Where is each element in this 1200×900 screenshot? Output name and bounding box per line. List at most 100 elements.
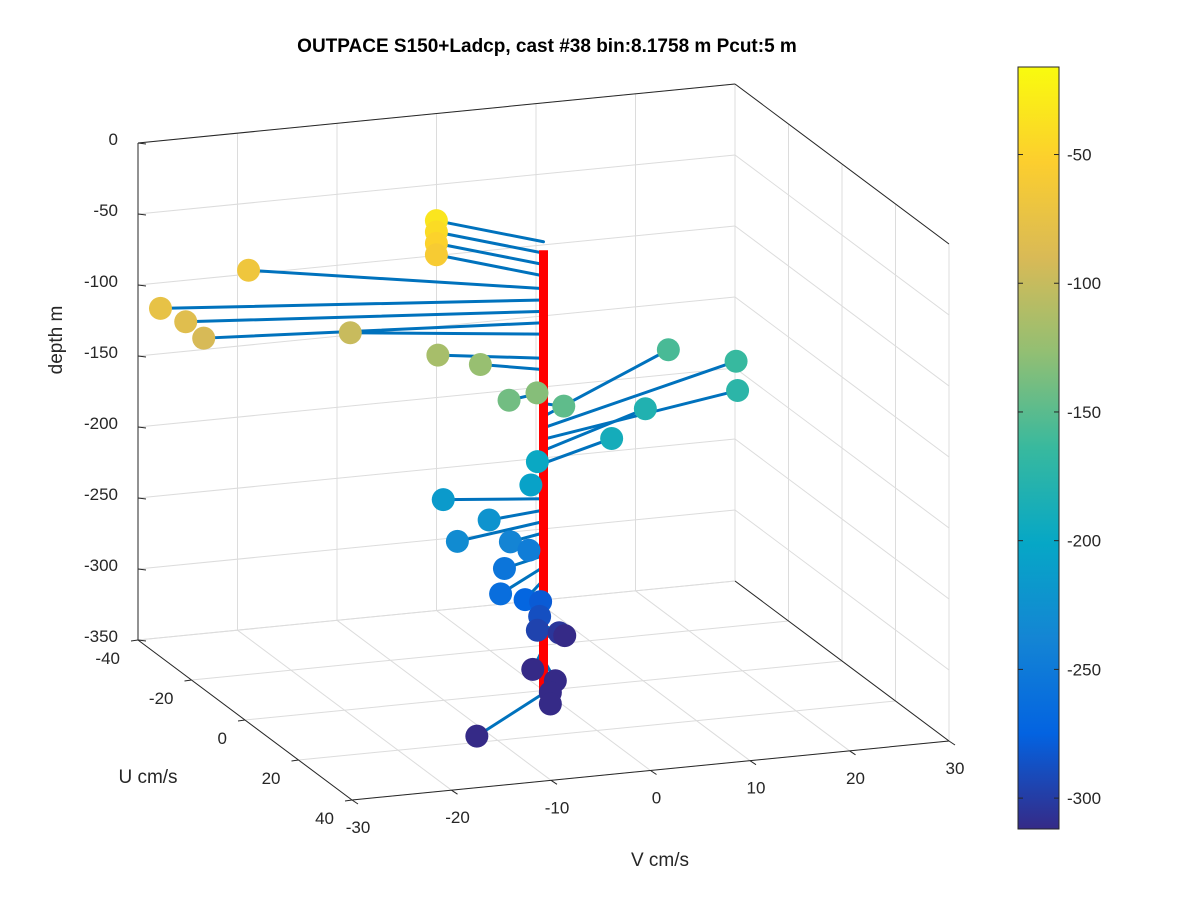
z-tick-label: -300 [84, 556, 118, 575]
colorbar-tick-label: -250 [1067, 660, 1101, 679]
data-point [525, 450, 549, 474]
data-point [724, 349, 748, 373]
colorbar-tick-label: -50 [1067, 146, 1092, 165]
y-tick-mark [130, 639, 139, 642]
velocity-vector [158, 298, 545, 310]
z-tick-mark [137, 355, 147, 358]
x-tick-mark [351, 799, 359, 805]
z-tick-label: -250 [84, 485, 118, 504]
y-tick-mark [291, 759, 299, 762]
data-point [497, 388, 521, 412]
colorbar-ticks: -50 -100 -150 -200 -250 -300 [1018, 146, 1101, 808]
z-tick-label: -100 [84, 272, 118, 291]
data-point [489, 582, 513, 606]
chart-title: OUTPACE S150+Ladcp, cast #38 bin:8.1758 … [297, 36, 797, 57]
velocity-vector [455, 520, 545, 543]
x-tick-label: 10 [747, 779, 766, 798]
colorbar-tick-label: -200 [1067, 532, 1101, 551]
data-point [519, 473, 543, 497]
x-tick-label: 20 [846, 769, 865, 788]
velocity-vector [441, 497, 545, 502]
colorbar-gradient [1017, 66, 1060, 830]
data-point [192, 326, 216, 350]
grid-line [137, 438, 736, 499]
velocity-vector [202, 321, 545, 340]
data-point [521, 657, 545, 681]
z-tick-mark [137, 568, 147, 571]
data-point [465, 724, 489, 748]
data-point [468, 352, 492, 376]
grid-line [734, 225, 950, 387]
z-tick-label: -200 [84, 414, 118, 433]
data-point [525, 381, 549, 405]
data-point [600, 426, 624, 450]
data-point [237, 258, 261, 282]
data-point [525, 618, 549, 642]
data-point [517, 538, 541, 562]
y-tick-mark [237, 719, 246, 722]
grid-line [734, 509, 950, 671]
box-edge [734, 580, 950, 742]
data-point [553, 624, 577, 648]
grid-line [298, 700, 896, 761]
data-point [538, 692, 562, 716]
x-tick-mark [948, 740, 956, 746]
x-tick-label: 30 [946, 759, 965, 778]
velocity-vector [434, 241, 545, 266]
y-tick-label: -20 [149, 689, 174, 708]
grid-line [137, 154, 736, 215]
y-tick-mark [184, 679, 192, 682]
tick-labels: -30-20-100102030-40-20020400-50-100-150-… [84, 130, 964, 837]
z-tick-label: -350 [84, 627, 118, 646]
z-tick-mark [137, 639, 147, 642]
x-tick-label: 0 [652, 789, 661, 808]
y-tick-label: -40 [95, 649, 120, 668]
z-axis-label: depth m [46, 306, 67, 375]
grid-line [734, 438, 950, 600]
x-tick-mark [650, 770, 657, 775]
y-tick-label: 0 [218, 729, 227, 748]
data-point [726, 379, 750, 403]
data-point [338, 321, 362, 345]
x-tick-mark [849, 750, 856, 756]
velocity-vector [434, 253, 545, 278]
data-point [492, 557, 516, 581]
data-point [656, 338, 680, 362]
velocity-vector [247, 268, 545, 291]
velocity-vector [542, 436, 614, 465]
colorbar-tick-label: -300 [1067, 789, 1101, 808]
colorbar-tick-label: -150 [1067, 403, 1101, 422]
data-point [498, 530, 522, 554]
data-point [426, 343, 450, 367]
x-tick-mark [749, 760, 757, 766]
y-tick-label: 40 [315, 809, 334, 828]
data-point [424, 243, 448, 267]
data-point [633, 397, 657, 421]
box-edge [137, 83, 736, 144]
z-tick-mark [137, 142, 147, 145]
x-tick-label: -20 [445, 808, 470, 827]
data-layer [148, 209, 750, 748]
z-tick-mark [137, 284, 147, 287]
axes-box [130, 83, 956, 805]
velocity-vector [542, 407, 647, 453]
velocity-vector [542, 359, 738, 430]
velocity-vector [434, 219, 545, 244]
velocity-vector [475, 691, 545, 738]
z-tick-label: -50 [93, 201, 118, 220]
colorbar: -50 -100 -150 -200 -250 -300 [1017, 66, 1101, 830]
velocity-vector [184, 309, 545, 324]
box-edge [734, 83, 950, 245]
data-point [477, 508, 501, 532]
velocity-vector [436, 353, 545, 360]
data-point [174, 310, 198, 334]
velocity-vector [348, 331, 545, 336]
grid-line [137, 509, 736, 570]
z-tick-mark [137, 426, 147, 429]
x-axis-label: V cm/s [631, 850, 689, 871]
grid-line [191, 620, 789, 681]
z-tick-mark [137, 213, 147, 216]
data-point [445, 529, 469, 553]
colorbar-tick-label: -100 [1067, 274, 1101, 293]
